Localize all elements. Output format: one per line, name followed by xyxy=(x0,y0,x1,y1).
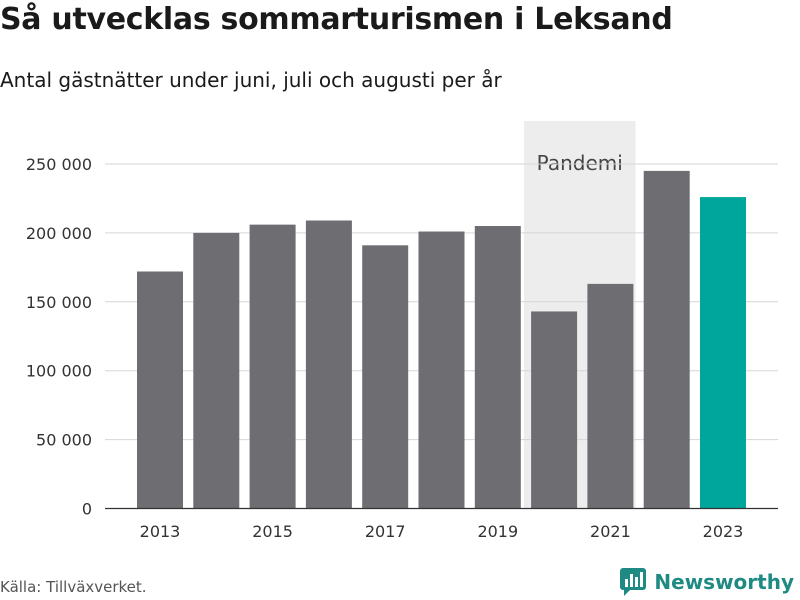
source-note: Källa: Tillväxverket. xyxy=(0,578,147,596)
x-tick-label: 2013 xyxy=(140,522,181,541)
axes: 0 50 000 100 000 150 000 200 000 250 000 2013 2… xyxy=(26,155,778,541)
brand-logo: Newsworthy xyxy=(620,568,794,596)
bar-2018 xyxy=(418,231,465,509)
chart-subtitle: Antal gästnätter under juni, juli och au… xyxy=(0,68,502,92)
pandemic-label: Pandemi xyxy=(537,151,623,175)
bar-2023 xyxy=(700,197,746,509)
bar-2013 xyxy=(137,271,183,509)
y-tick-label: 50 000 xyxy=(36,431,92,450)
x-tick-label: 2019 xyxy=(477,522,518,541)
bar-2019 xyxy=(474,226,521,509)
x-tick-label: 2015 xyxy=(252,522,293,541)
bars xyxy=(137,170,746,509)
bar-2021 xyxy=(587,283,634,509)
y-tick-label: 0 xyxy=(82,500,92,519)
y-tick-label: 250 000 xyxy=(26,155,92,174)
brand-name: Newsworthy xyxy=(654,570,794,594)
bar-2014 xyxy=(193,232,240,509)
bar-2016 xyxy=(305,220,352,509)
bar-2015 xyxy=(249,224,296,509)
bar-chart-logo-icon xyxy=(620,568,647,596)
y-tick-label: 200 000 xyxy=(26,224,92,243)
x-tick-label: 2023 xyxy=(703,522,744,541)
bar-2017 xyxy=(362,245,409,509)
x-tick-label: 2021 xyxy=(590,522,631,541)
y-tick-label: 100 000 xyxy=(26,362,92,381)
chart-title: Så utvecklas sommarturismen i Leksand xyxy=(0,2,673,37)
bar-2020 xyxy=(531,311,578,509)
y-tick-label: 150 000 xyxy=(26,293,92,312)
bar-2022 xyxy=(643,170,690,509)
x-tick-label: 2017 xyxy=(365,522,406,541)
bar-chart: Pandemi 0 50 000 100 000 150 000 200 000 250 … xyxy=(26,121,778,541)
